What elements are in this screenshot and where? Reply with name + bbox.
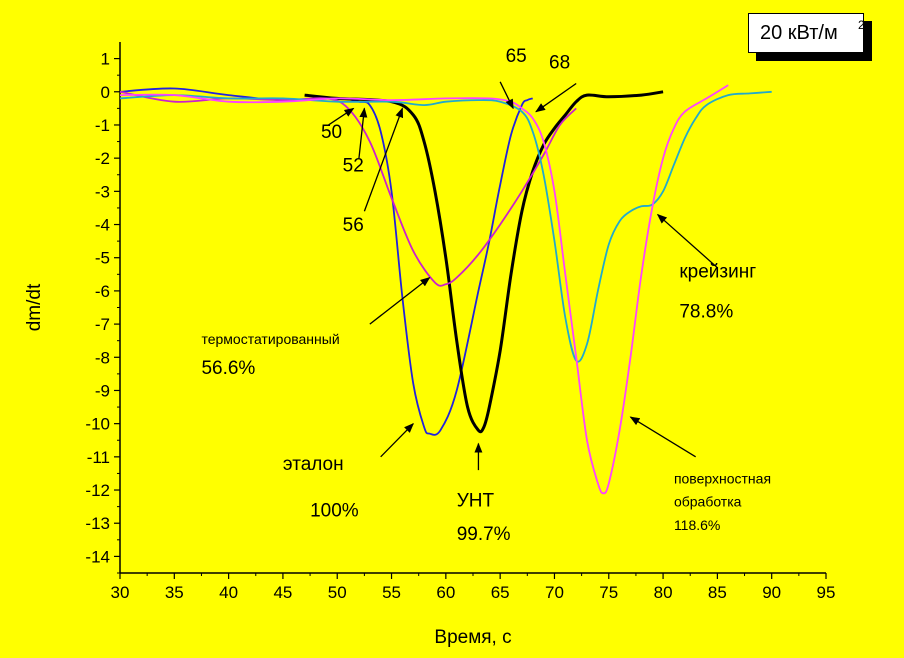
x-tick-label: 50 (328, 583, 347, 602)
annotation-arrow (499, 81, 514, 110)
y-tick-label: -10 (85, 415, 110, 434)
annotation-label: эталон (283, 454, 344, 475)
x-tick-label: 30 (111, 583, 130, 602)
annotation-arrow (358, 107, 368, 159)
legend-superscript: 2 (858, 18, 865, 32)
y-tick-label: -12 (85, 481, 110, 500)
x-tick-label: 60 (436, 583, 455, 602)
annotation-label: 65 (506, 46, 527, 67)
series-line (119, 90, 577, 287)
annotation-label: 50 (321, 122, 342, 143)
x-axis-title: Время, с (434, 627, 511, 648)
axes: 30 35 40 45 50 55 60 65 70 75 80 85 90 95 1 0 -1 -2 -3 -4 -5… (24, 42, 835, 648)
series-line (119, 90, 772, 363)
y-tick-label: 1 (101, 50, 110, 69)
annotation-label: УНТ (457, 491, 495, 512)
y-tick-label: -2 (95, 149, 110, 168)
x-tick-label: 90 (762, 583, 781, 602)
annotation-arrow (369, 277, 431, 325)
x-tick-label: 45 (273, 583, 292, 602)
annotation-label: 118.6% (674, 517, 720, 533)
y-tick-label: 0 (101, 83, 110, 102)
y-tick-label: -3 (95, 182, 110, 201)
legend-text: 20 кВт/м (760, 22, 838, 44)
x-tick-label: 65 (491, 583, 510, 602)
x-tick-label: 75 (599, 583, 618, 602)
y-tick-label: -5 (95, 249, 110, 268)
series-line (119, 84, 729, 495)
y-tick-label: -8 (95, 348, 110, 367)
y-tick-label: -9 (95, 381, 110, 400)
x-tick-label: 80 (654, 583, 673, 602)
annotation-label: 56 (343, 215, 364, 236)
annotation-arrow (656, 213, 718, 269)
legend-box (748, 13, 864, 53)
y-tick-label: -7 (95, 315, 110, 334)
annotation-arrow (328, 107, 355, 126)
y-tick-label: -6 (95, 282, 110, 301)
annotation-label: 68 (549, 53, 570, 74)
annotation-arrow (380, 422, 414, 458)
x-tick-label: 35 (165, 583, 184, 602)
y-tick-label: -11 (87, 448, 110, 467)
x-tick-label: 70 (545, 583, 564, 602)
annotation-label: термостатированный (201, 331, 339, 347)
x-tick-label: 55 (382, 583, 401, 602)
x-tick-label: 85 (708, 583, 727, 602)
annotation-label: 56.6% (201, 358, 255, 379)
annotation-label: крейзинг (679, 262, 756, 283)
y-axis-title: dm/dt (24, 283, 45, 331)
annotation-label: 99.7% (457, 524, 511, 545)
y-tick-label: -13 (85, 514, 110, 533)
annotation-label: 78.8% (679, 301, 733, 322)
annotation-label: 52 (343, 155, 364, 176)
x-tick-label: 95 (817, 583, 836, 602)
annotation-arrow (363, 107, 404, 212)
y-tick-label: -4 (95, 216, 110, 235)
series-group (119, 84, 772, 495)
y-tick-label: -14 (85, 547, 110, 566)
y-tick-label: -1 (95, 116, 110, 135)
series-line (304, 90, 664, 434)
annotation-arrow (535, 82, 577, 113)
annotation-arrow (629, 416, 697, 458)
annotation-label: поверхностная (674, 470, 771, 486)
annotation-label: 100% (310, 501, 359, 522)
x-tick-label: 40 (219, 583, 238, 602)
annotation-label: обработка (674, 494, 742, 510)
